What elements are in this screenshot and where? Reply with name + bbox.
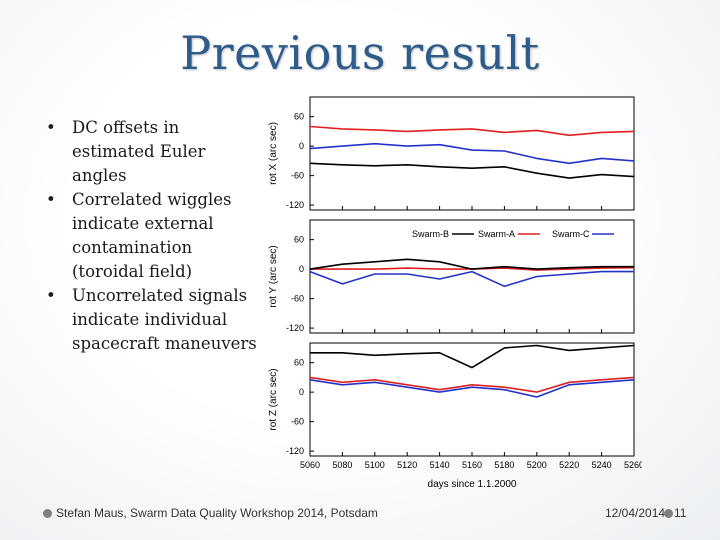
- bullet-marker: •: [46, 118, 56, 137]
- legend-label: Swarm-A: [478, 229, 515, 239]
- series-line-swarm-c: [309, 379, 635, 398]
- x-tick-label: 5060: [300, 460, 320, 470]
- y-tick-label: 0: [299, 141, 304, 151]
- y-tick-label: 60: [294, 235, 304, 245]
- bullet-item: • DC offsets in estimated Euler angles: [40, 116, 265, 188]
- legend-label: Swarm-C: [552, 229, 590, 239]
- panel-frame: [309, 342, 635, 457]
- bullet-marker: •: [46, 190, 56, 209]
- series-line-swarm-c: [309, 142, 635, 165]
- panel-frame: [309, 219, 635, 334]
- y-tick-label: -120: [286, 446, 304, 456]
- y-tick-label: -120: [286, 323, 304, 333]
- bullet-text: DC offsets in estimated Euler angles: [72, 118, 206, 185]
- x-tick-label: 5080: [332, 460, 352, 470]
- bullet-text: Uncorrelated signals indicate individual…: [72, 286, 257, 353]
- y-axis-label: rot Z (arc sec): [268, 368, 279, 430]
- x-tick-label: 5260: [624, 460, 642, 470]
- series-line-swarm-a: [309, 125, 635, 137]
- footer-dot-icon: [43, 509, 52, 518]
- footer-date: 12/04/2014: [605, 506, 666, 520]
- series-line-swarm-c: [309, 270, 634, 288]
- footer: Stefan Maus, Swarm Data Quality Workshop…: [0, 506, 720, 526]
- bullet-item: • Correlated wiggles indicate external c…: [40, 188, 265, 284]
- panel-frame: [309, 96, 635, 211]
- x-tick-label: 5240: [592, 460, 612, 470]
- bullet-text: Correlated wiggles indicate external con…: [72, 190, 232, 281]
- y-tick-label: -120: [286, 200, 304, 210]
- y-tick-label: -60: [291, 171, 304, 181]
- y-tick-label: -60: [291, 294, 304, 304]
- legend-label: Swarm-B: [412, 229, 449, 239]
- y-tick-label: -60: [291, 417, 304, 427]
- footer-text: Stefan Maus, Swarm Data Quality Workshop…: [56, 506, 378, 520]
- bullet-marker: •: [46, 286, 56, 305]
- series-line-swarm-a: [309, 376, 635, 393]
- series-line-swarm-b: [309, 162, 635, 179]
- x-tick-label: 5180: [494, 460, 514, 470]
- x-tick-label: 5120: [397, 460, 417, 470]
- y-axis-label: rot X (arc sec): [268, 122, 279, 185]
- chart-svg: 60 0 -60 -120 rot X (arc sec) 60 0 -60 -120 rot Y…: [268, 96, 644, 490]
- x-tick-label: 5100: [365, 460, 385, 470]
- footer-dot-icon: [664, 509, 673, 518]
- euler-angle-figure: 60 0 -60 -120 rot X (arc sec) 60 0 -60 -120 rot Y…: [262, 92, 644, 492]
- page-number: 11: [674, 506, 687, 520]
- x-tick-label: 5160: [462, 460, 482, 470]
- x-tick-label: 5220: [559, 460, 579, 470]
- x-tick-label: 5200: [527, 460, 547, 470]
- bullet-item: • Uncorrelated signals indicate individu…: [40, 284, 265, 356]
- x-axis-label: days since 1.1.2000: [428, 479, 517, 490]
- bullet-list: • DC offsets in estimated Euler angles •…: [40, 116, 265, 356]
- series-line-swarm-b: [309, 258, 634, 270]
- y-tick-label: 60: [294, 358, 304, 368]
- slide-title: Previous result: [180, 26, 540, 80]
- y-tick-label: 60: [294, 112, 304, 122]
- y-tick-label: 0: [299, 264, 304, 274]
- series-line-swarm-b: [310, 344, 635, 369]
- y-axis-label: rot Y (arc sec): [268, 245, 279, 307]
- y-tick-label: 0: [299, 387, 304, 397]
- x-tick-label: 5140: [430, 460, 450, 470]
